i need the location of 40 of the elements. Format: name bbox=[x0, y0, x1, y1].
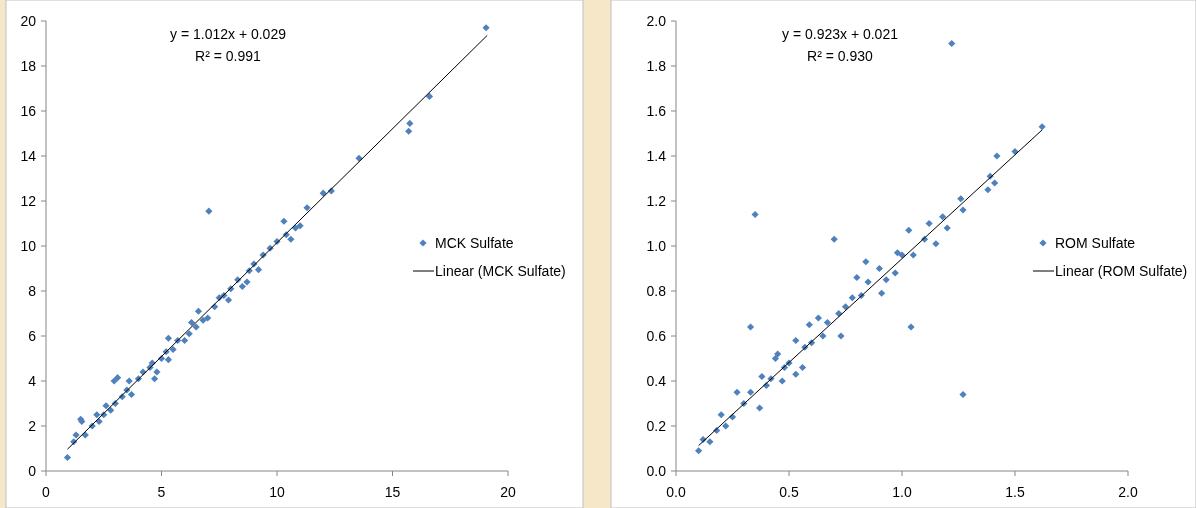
y-tick-label: 10 bbox=[20, 237, 37, 254]
y-tick-label: 2 bbox=[28, 417, 37, 434]
x-tick-label: 5 bbox=[157, 484, 166, 500]
y-tick-label: 0.6 bbox=[646, 327, 667, 344]
y-tick-label: 1.4 bbox=[646, 147, 667, 164]
y-tick-label: 1.8 bbox=[646, 57, 667, 74]
legend-label: Linear (MCK Sulfate) bbox=[435, 262, 566, 279]
x-tick-label: 15 bbox=[384, 484, 401, 500]
annotation: y = 0.923x + 0.021 bbox=[782, 26, 899, 42]
x-tick-label: 1.0 bbox=[892, 484, 912, 500]
x-tick-label: 0.0 bbox=[666, 484, 686, 500]
y-tick-label: 0.2 bbox=[646, 417, 667, 434]
y-tick-label: 12 bbox=[20, 192, 37, 209]
y-tick-label: 8 bbox=[28, 282, 37, 299]
y-tick-label: 1.2 bbox=[646, 192, 667, 209]
y-tick-label: 1.6 bbox=[646, 102, 667, 119]
y-tick-label: 16 bbox=[20, 102, 37, 119]
x-tick-label: 0 bbox=[42, 484, 51, 500]
y-tick-label: 0.4 bbox=[646, 372, 667, 389]
x-tick-label: 0.5 bbox=[779, 484, 799, 500]
x-tick-label: 1.5 bbox=[1005, 484, 1025, 500]
y-tick-label: 18 bbox=[20, 57, 37, 74]
y-tick-label: 4 bbox=[28, 372, 37, 389]
annotation: y = 1.012x + 0.029 bbox=[170, 26, 287, 42]
y-tick-label: 20 bbox=[20, 12, 37, 29]
x-tick-label: 2.0 bbox=[1118, 484, 1138, 500]
annotation: R² = 0.930 bbox=[807, 48, 874, 64]
legend-label: MCK Sulfate bbox=[435, 234, 514, 251]
legend-label: Linear (ROM Sulfate) bbox=[1055, 262, 1188, 279]
y-tick-label: 0.0 bbox=[646, 462, 667, 479]
y-tick-label: 1.0 bbox=[646, 237, 667, 254]
annotation: R² = 0.991 bbox=[195, 48, 262, 64]
y-tick-label: 0.8 bbox=[646, 282, 667, 299]
legend-label: ROM Sulfate bbox=[1055, 234, 1136, 251]
y-tick-label: 0 bbox=[28, 462, 37, 479]
y-tick-label: 2.0 bbox=[646, 12, 667, 29]
y-tick-label: 6 bbox=[28, 327, 37, 344]
x-tick-label: 10 bbox=[269, 484, 285, 500]
x-tick-label: 20 bbox=[500, 484, 516, 500]
y-tick-label: 14 bbox=[20, 147, 37, 164]
